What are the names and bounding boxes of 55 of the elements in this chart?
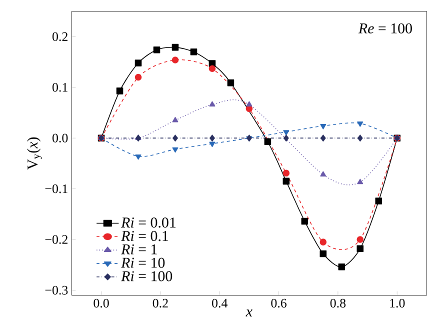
y-tick-label: −0.2 — [45, 235, 68, 244]
point — [209, 101, 216, 107]
point — [358, 134, 363, 142]
point — [338, 264, 346, 270]
x-tick-label: 0.2 — [152, 298, 168, 308]
point — [264, 138, 272, 146]
point — [320, 250, 327, 258]
point — [134, 60, 142, 66]
point — [172, 134, 178, 142]
legend-label: Ri = 100 — [121, 271, 172, 282]
point — [208, 65, 216, 72]
point — [375, 198, 382, 204]
point — [320, 134, 326, 142]
x-tick-label: 0.0 — [94, 298, 109, 308]
point — [282, 170, 290, 176]
annotation: Re = 100 — [358, 23, 412, 34]
legend-label: Ri = 0.1 — [121, 230, 168, 242]
y-axis-title: V$_{y}$(x) — [27, 137, 42, 170]
point — [153, 46, 160, 54]
x-tick-label: 1.0 — [390, 298, 405, 308]
point — [301, 218, 308, 225]
legend-label: Ri = 10 — [121, 258, 165, 268]
x-tick-label: 0.6 — [271, 298, 286, 308]
point — [172, 44, 179, 51]
point — [284, 134, 289, 142]
point — [320, 238, 327, 246]
y-tick-label: −0.3 — [45, 286, 68, 295]
point — [357, 121, 364, 127]
point — [116, 88, 124, 94]
point — [172, 56, 179, 64]
point — [282, 178, 290, 185]
point — [210, 134, 215, 142]
x-axis-title: x — [246, 309, 252, 316]
point — [172, 116, 178, 122]
point — [227, 79, 234, 86]
point — [357, 178, 364, 184]
y-tick-label: 0.2 — [52, 32, 68, 42]
point — [246, 101, 252, 107]
point — [320, 171, 326, 176]
y-tick-label: 0.0 — [52, 134, 68, 142]
x-tick-label: 0.8 — [330, 298, 346, 308]
point — [134, 74, 142, 81]
point — [135, 154, 142, 160]
legend-label: Ri = 1 — [121, 244, 157, 254]
y-tick-label: 0.1 — [52, 82, 68, 92]
point — [356, 245, 364, 252]
legend-label: Ri = 0.01 — [121, 218, 176, 228]
point — [190, 48, 198, 56]
point — [283, 130, 290, 136]
point — [356, 236, 364, 243]
point — [209, 142, 216, 148]
y-tick-label: −0.1 — [45, 184, 68, 194]
point — [172, 147, 178, 153]
point — [320, 124, 326, 130]
x-tick-label: 0.4 — [212, 298, 228, 308]
